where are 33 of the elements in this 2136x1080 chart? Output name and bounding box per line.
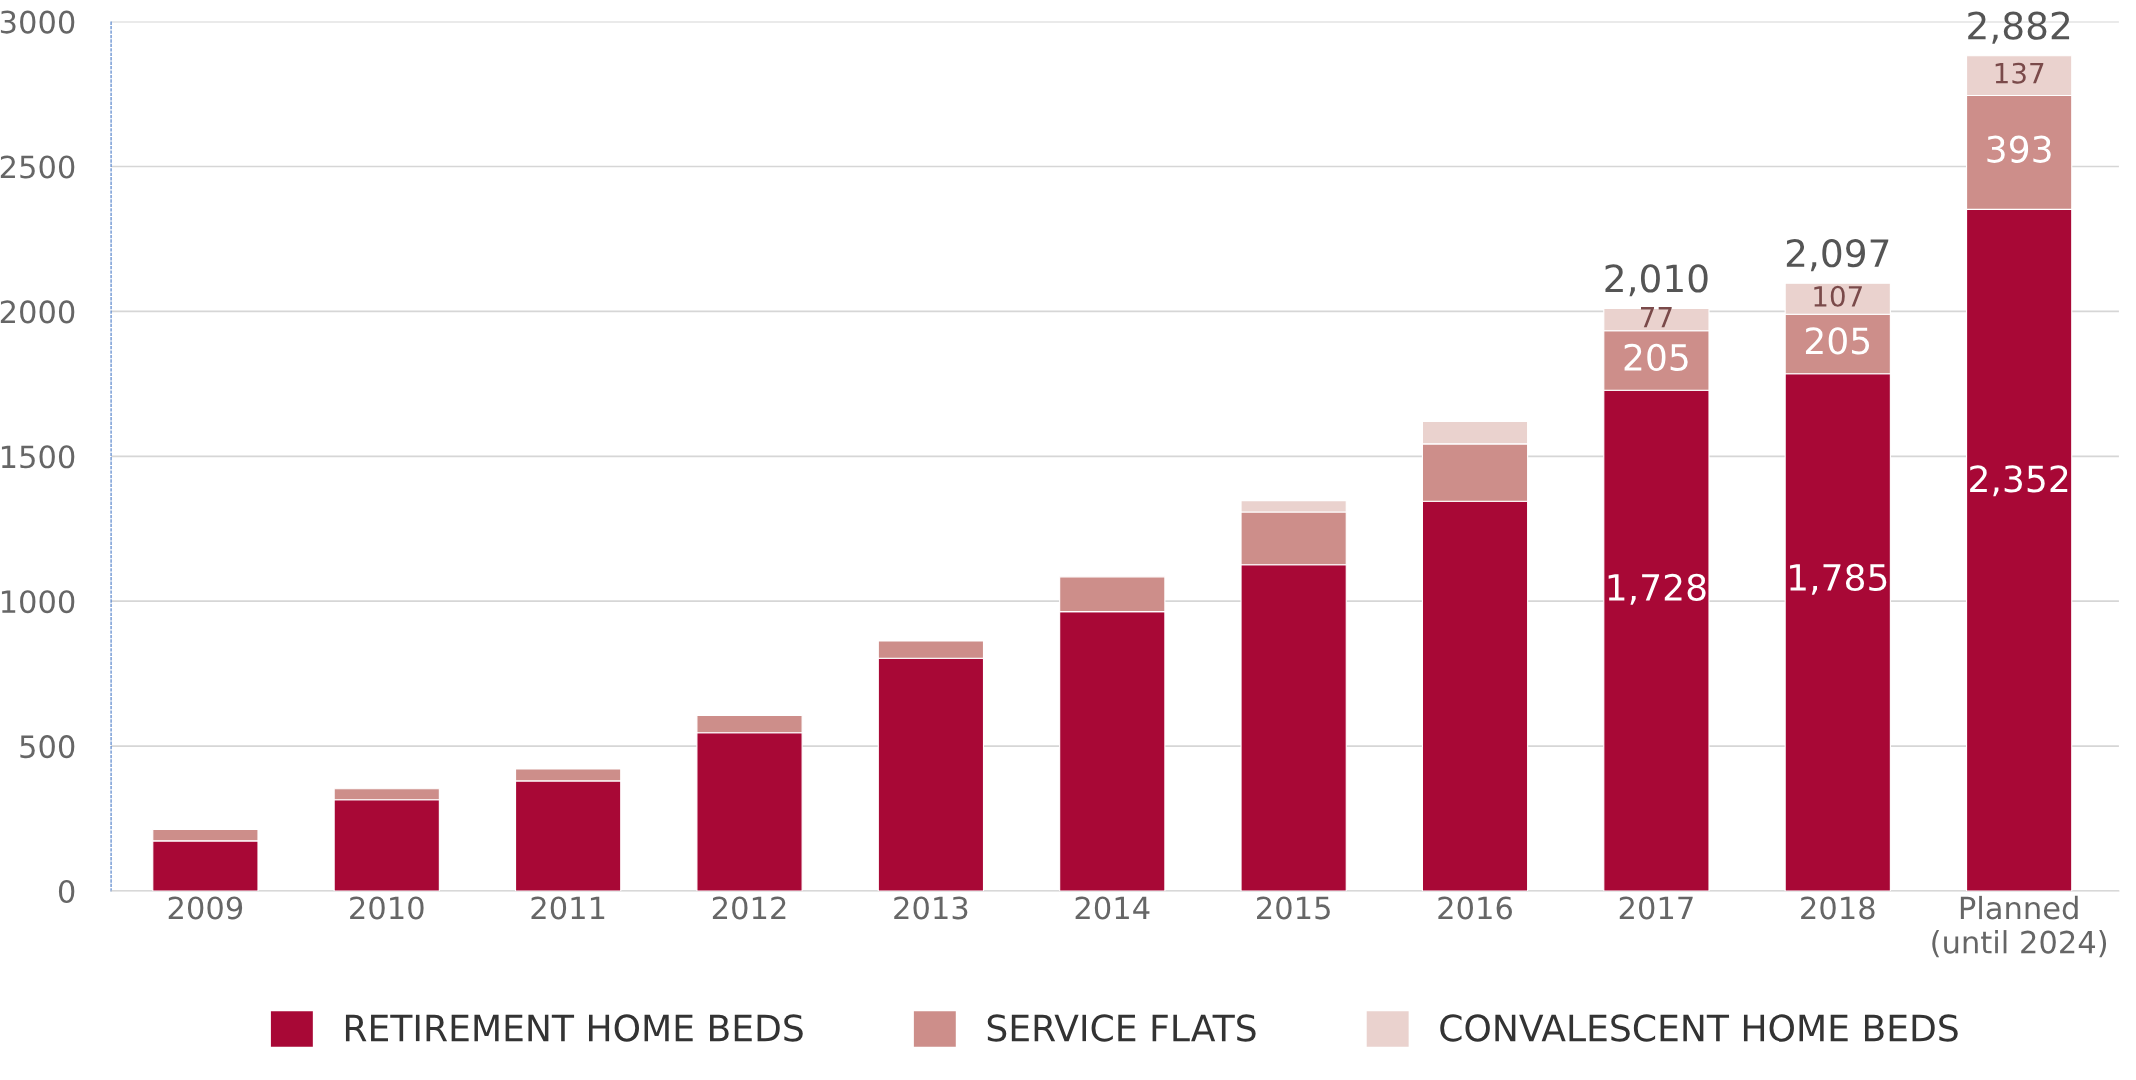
x-tick-label: 2018 bbox=[1801, 896, 1875, 920]
data-label: 137 bbox=[1995, 62, 2044, 84]
x-tick-label: 2016 bbox=[1438, 896, 1512, 920]
x-tick-label: 2013 bbox=[894, 896, 968, 920]
x-tick-label: Planned (until 2024) bbox=[1932, 895, 2107, 958]
data-label: 205 bbox=[1805, 327, 1870, 355]
total-label: 2,010 bbox=[1605, 264, 1708, 297]
x-tick-label: 2011 bbox=[531, 896, 605, 920]
data-label: 77 bbox=[1641, 307, 1672, 328]
total-label: 2,097 bbox=[1786, 238, 1889, 272]
y-tick-label: 2500 bbox=[0, 155, 75, 179]
total-label: 2,882 bbox=[1968, 11, 2070, 44]
legend-label: CONVALESCENT HOME BEDS bbox=[1440, 1014, 1958, 1042]
y-tick-label: 2000 bbox=[0, 300, 75, 324]
x-tick-label: 2012 bbox=[712, 896, 786, 920]
x-tick-label: 2009 bbox=[168, 896, 243, 920]
data-label: 393 bbox=[1987, 135, 2051, 163]
data-label: 1,728 bbox=[1608, 573, 1706, 605]
y-tick-label: 1000 bbox=[1, 590, 75, 614]
data-label: 205 bbox=[1624, 343, 1688, 371]
legend-label: RETIREMENT HOME BEDS bbox=[345, 1014, 803, 1042]
x-tick-label: 2010 bbox=[350, 896, 424, 920]
data-label: 107 bbox=[1814, 285, 1862, 307]
legend-label: SERVICE FLATS bbox=[987, 1014, 1256, 1042]
x-tick-label: 2017 bbox=[1619, 896, 1693, 920]
data-label: 2,352 bbox=[1970, 465, 2068, 497]
y-tick-label: 3000 bbox=[0, 10, 75, 34]
y-tick-label: 500 bbox=[20, 735, 75, 759]
y-tick-label: 0 bbox=[58, 879, 75, 904]
y-tick-label: 1500 bbox=[1, 445, 75, 469]
data-label: 1,785 bbox=[1790, 563, 1887, 595]
x-tick-label: 2014 bbox=[1075, 896, 1150, 920]
x-tick-label: 2015 bbox=[1257, 896, 1330, 920]
